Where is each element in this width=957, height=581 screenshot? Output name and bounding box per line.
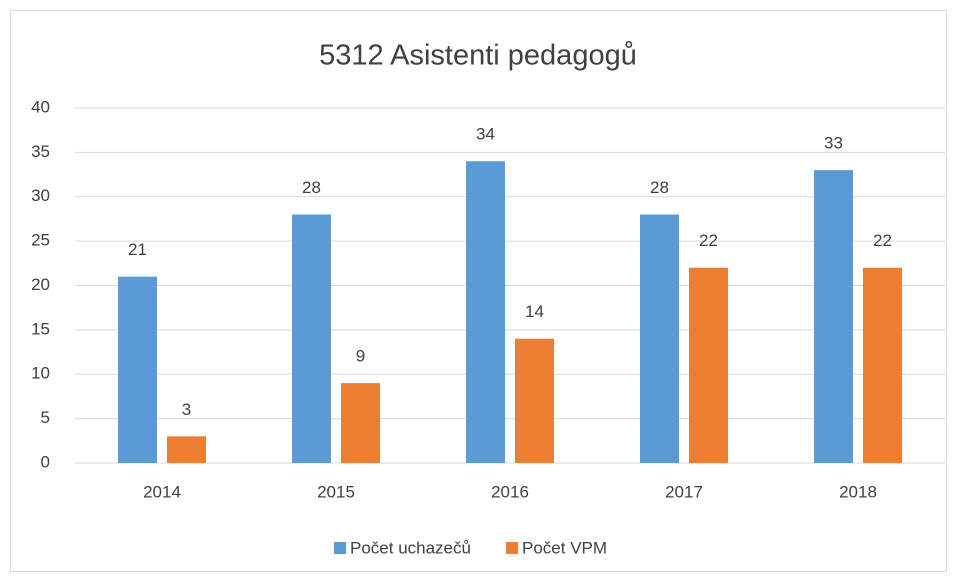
legend-swatch [506,542,518,554]
y-tick-label: 0 [41,452,50,471]
data-label: 33 [824,134,843,153]
y-tick-label: 40 [31,97,50,116]
data-label: 14 [525,302,544,321]
y-tick-label: 25 [31,231,50,250]
y-tick-label: 35 [31,142,50,161]
y-tick-label: 20 [31,275,50,294]
x-tick-label: 2016 [491,482,529,501]
bar [863,267,902,463]
bar [466,161,505,463]
data-label: 28 [302,178,321,197]
y-tick-label: 5 [41,408,50,427]
bar [689,267,728,463]
legend-swatch [334,542,346,554]
y-tick-label: 15 [31,319,50,338]
bar [167,436,206,463]
data-label: 3 [182,400,191,419]
x-tick-label: 2017 [665,482,703,501]
bar [118,276,157,463]
data-label: 34 [476,125,495,144]
legend-label: Počet VPM [522,538,607,557]
x-tick-label: 2018 [839,482,877,501]
bar [292,214,331,463]
bar [341,383,380,463]
chart-title: 5312 Asistenti pedagogů [319,40,637,72]
data-label: 28 [650,178,669,197]
x-tick-label: 2015 [317,482,355,501]
bar [640,214,679,463]
bar [515,338,554,463]
y-tick-label: 30 [31,186,50,205]
data-label: 22 [699,231,718,250]
y-tick-label: 10 [31,364,50,383]
data-label: 21 [128,240,147,259]
legend-label: Počet uchazečů [350,538,471,557]
data-label: 9 [356,347,365,366]
bar [814,170,853,463]
data-label: 22 [873,231,892,250]
x-tick-label: 2014 [143,482,181,501]
